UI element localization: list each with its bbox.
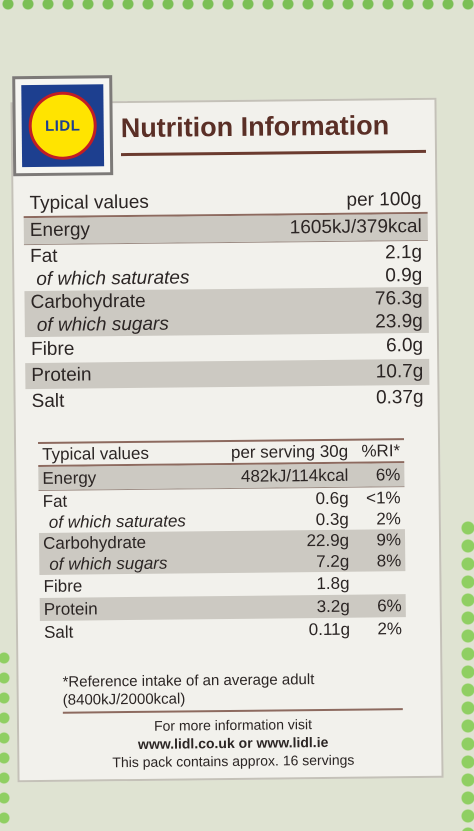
footnote-line: (8400kJ/2000kcal): [62, 690, 186, 709]
per-100g-table: Typical values per 100g Energy 1605kJ/37…: [23, 187, 430, 415]
row-value: 2.1g: [384, 241, 423, 263]
row-value: 0.37g: [375, 386, 424, 409]
table-group: Carbohydrate 22.9g 9% of which sugars 7.…: [38, 529, 406, 575]
row-value: 23.9g: [375, 310, 423, 332]
row-label: of which saturates: [48, 510, 186, 532]
row-label: Fibre: [43, 576, 83, 596]
row-ri: 2%: [376, 508, 401, 528]
row-value: 22.9g: [306, 530, 350, 550]
table-row: Energy 482kJ/114kcal 6%: [38, 463, 405, 490]
header-col-ri: %RI*: [361, 440, 401, 461]
nutrition-label: LIDL Nutrition Information Typical value…: [10, 75, 444, 783]
green-dot-border-right: [454, 520, 474, 831]
header-col-serving: per serving 30g: [230, 441, 349, 462]
row-value: 10.7g: [375, 360, 424, 383]
table-row: Salt 0.37g: [25, 385, 429, 415]
more-info: For more information visit www.lidl.co.u…: [63, 714, 404, 772]
row-label: of which saturates: [36, 266, 190, 290]
row-value: 1.8g: [316, 573, 350, 593]
row-label: Salt: [31, 390, 65, 413]
row-ri: 6%: [377, 595, 402, 615]
row-ri: [349, 573, 401, 594]
row-label: Carbohydrate: [30, 290, 146, 313]
row-value: 1605kJ/379kcal: [289, 215, 422, 239]
row-label: Protein: [43, 598, 98, 619]
row-value: 0.11g: [308, 619, 351, 639]
row-value: 0.3g: [315, 509, 349, 529]
page-title: Nutrition Information: [120, 110, 390, 144]
table-group: Fat 0.6g <1% of which saturates 0.3g 2%: [39, 487, 405, 533]
row-value: 76.3g: [374, 287, 423, 309]
row-ri: 6%: [375, 464, 401, 484]
row-value: 7.2g: [316, 551, 350, 571]
row-label: of which sugars: [36, 313, 169, 336]
table-row: Salt 0.11g 2%: [40, 617, 406, 644]
row-label: Fat: [29, 245, 58, 267]
row-value: 0.9g: [385, 264, 423, 286]
row-label: Carbohydrate: [42, 532, 147, 553]
row-value: 3.2g: [316, 596, 350, 616]
row-ri: 9%: [376, 529, 402, 549]
row-label: Fat: [42, 491, 68, 511]
table-group: Carbohydrate 76.3g of which sugars 23.9g: [24, 286, 429, 338]
row-ri: <1%: [366, 487, 401, 508]
row-ri: 2%: [377, 618, 403, 638]
row-label: of which sugars: [49, 553, 168, 574]
green-dot-border-top: [0, 0, 474, 14]
header-label: Typical values: [29, 191, 149, 215]
servings-note: This pack contains approx. 16 servings: [112, 751, 355, 771]
row-value: 6.0g: [385, 334, 424, 357]
per-serving-table: Typical values per serving 30g %RI* Ener…: [38, 438, 407, 644]
row-ri: 8%: [376, 550, 402, 570]
row-label: Energy: [42, 467, 97, 488]
header-col: per 100g: [346, 188, 422, 211]
row-value: 0.6g: [315, 488, 349, 508]
reference-intake-note: *Reference intake of an average adult (8…: [62, 670, 402, 710]
logo-frame: LIDL: [12, 75, 114, 177]
table-row: Energy 1605kJ/379kcal: [23, 213, 428, 245]
row-label: Energy: [29, 219, 91, 242]
logo-circle: LIDL: [28, 91, 98, 161]
green-dot-border-left: [0, 650, 14, 831]
title-underline: [120, 149, 427, 157]
row-value: 482kJ/114kcal: [240, 465, 349, 486]
lidl-logo: LIDL: [21, 84, 105, 168]
logo-text: LIDL: [44, 117, 81, 135]
row-label: Salt: [43, 622, 74, 642]
row-label: Protein: [31, 364, 92, 387]
row-label: Fibre: [30, 338, 75, 361]
header-label: Typical values: [42, 443, 150, 464]
table-group: Fat 2.1g of which saturates 0.9g: [24, 241, 428, 291]
